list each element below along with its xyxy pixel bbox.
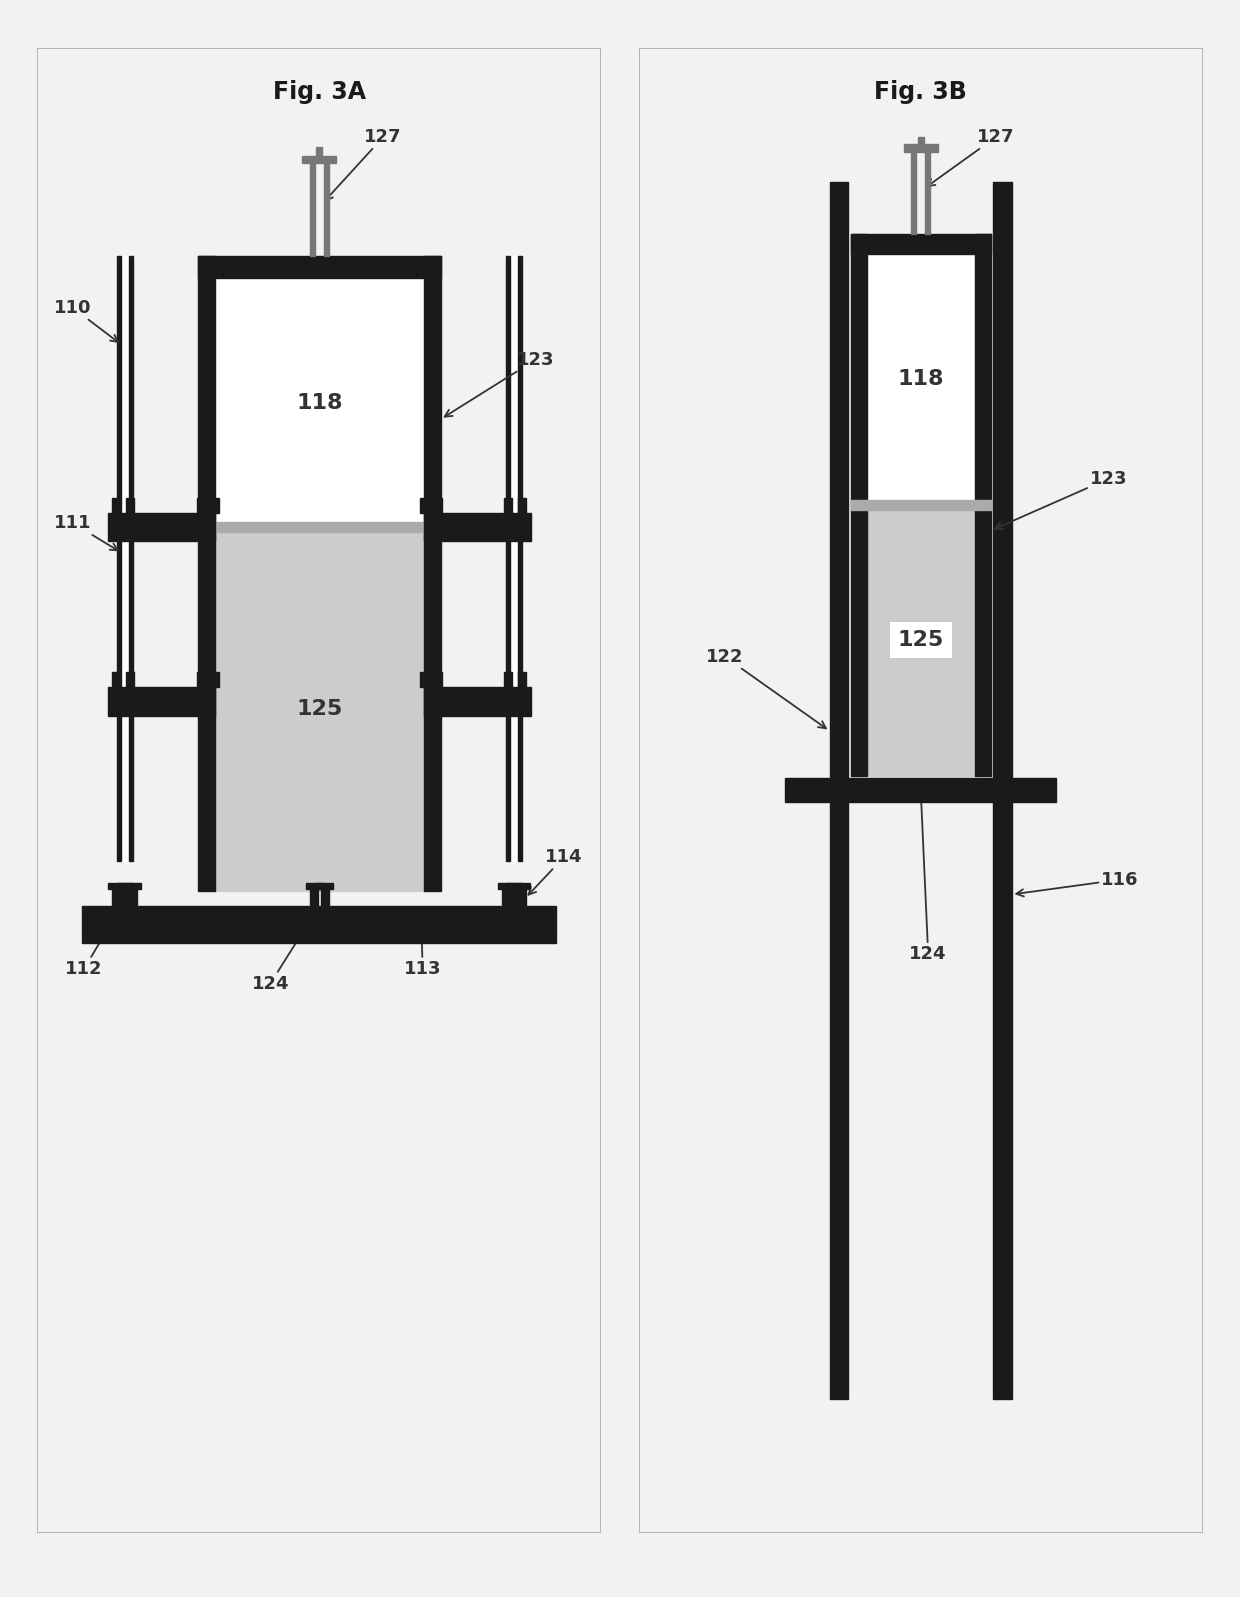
Text: 125: 125	[898, 631, 944, 650]
Bar	[82, 905, 557, 942]
Bar	[310, 163, 315, 256]
Text: 123: 123	[994, 470, 1127, 529]
Text: Fig. 3B: Fig. 3B	[874, 80, 967, 104]
Bar	[215, 278, 424, 527]
Text: 123: 123	[445, 351, 554, 417]
Bar	[108, 687, 215, 715]
Bar	[993, 182, 1012, 1399]
Bar	[113, 890, 120, 905]
Bar	[129, 256, 133, 861]
Bar	[317, 883, 332, 890]
Bar	[424, 687, 531, 715]
Bar	[211, 672, 219, 687]
Bar	[434, 498, 441, 513]
Bar	[505, 498, 512, 513]
Bar	[419, 672, 428, 687]
Bar	[113, 672, 120, 687]
Text: 118: 118	[898, 369, 944, 390]
Text: 122: 122	[707, 648, 826, 728]
Bar	[108, 883, 124, 890]
Text: 113: 113	[404, 913, 441, 977]
Bar	[518, 498, 526, 513]
Bar	[867, 254, 975, 505]
Bar	[904, 144, 937, 152]
Bar	[198, 256, 440, 278]
Bar	[306, 883, 321, 890]
Bar	[113, 498, 120, 513]
Bar	[501, 890, 510, 905]
Bar	[117, 883, 133, 890]
Bar	[197, 498, 205, 513]
Bar	[851, 500, 991, 509]
Bar	[126, 498, 134, 513]
Bar	[198, 522, 440, 532]
Text: 112: 112	[66, 928, 108, 977]
Bar	[126, 672, 134, 687]
Bar	[321, 890, 329, 905]
Bar	[515, 883, 531, 890]
Text: 116: 116	[1017, 870, 1138, 896]
Bar	[129, 890, 138, 905]
Bar	[830, 182, 848, 1399]
Text: 127: 127	[928, 128, 1014, 187]
Bar	[310, 890, 317, 905]
Text: 124: 124	[909, 795, 947, 963]
Bar	[851, 233, 867, 776]
Bar	[125, 883, 141, 890]
Bar	[424, 513, 531, 541]
Bar	[324, 163, 329, 256]
Text: 127: 127	[325, 128, 402, 200]
Bar	[518, 672, 526, 687]
Bar	[506, 883, 522, 890]
Bar	[518, 890, 526, 905]
Bar	[497, 883, 513, 890]
Bar	[303, 155, 336, 163]
Bar	[117, 256, 120, 861]
Text: Fig. 3A: Fig. 3A	[273, 80, 366, 104]
Bar	[120, 890, 129, 905]
Bar	[911, 152, 916, 233]
Text: 125: 125	[296, 699, 342, 719]
Bar	[918, 137, 924, 144]
Bar	[785, 778, 1056, 802]
Text: 124: 124	[252, 910, 316, 993]
Bar	[108, 513, 215, 541]
Bar	[197, 672, 205, 687]
Text: 111: 111	[55, 514, 118, 551]
Bar	[505, 672, 512, 687]
Bar	[419, 498, 428, 513]
Bar	[975, 233, 991, 776]
Text: 118: 118	[296, 393, 342, 412]
Bar	[867, 505, 975, 776]
Bar	[925, 152, 930, 233]
Bar	[434, 672, 441, 687]
Bar	[518, 256, 522, 861]
Bar	[198, 256, 215, 891]
Bar	[211, 498, 219, 513]
Bar	[510, 256, 518, 861]
Bar	[120, 256, 129, 861]
Bar	[851, 233, 991, 254]
Text: 114: 114	[528, 848, 583, 894]
Bar	[510, 890, 518, 905]
Bar	[424, 256, 440, 891]
Text: 110: 110	[55, 299, 118, 342]
Bar	[506, 256, 510, 861]
Bar	[215, 527, 424, 891]
Bar	[316, 147, 322, 155]
